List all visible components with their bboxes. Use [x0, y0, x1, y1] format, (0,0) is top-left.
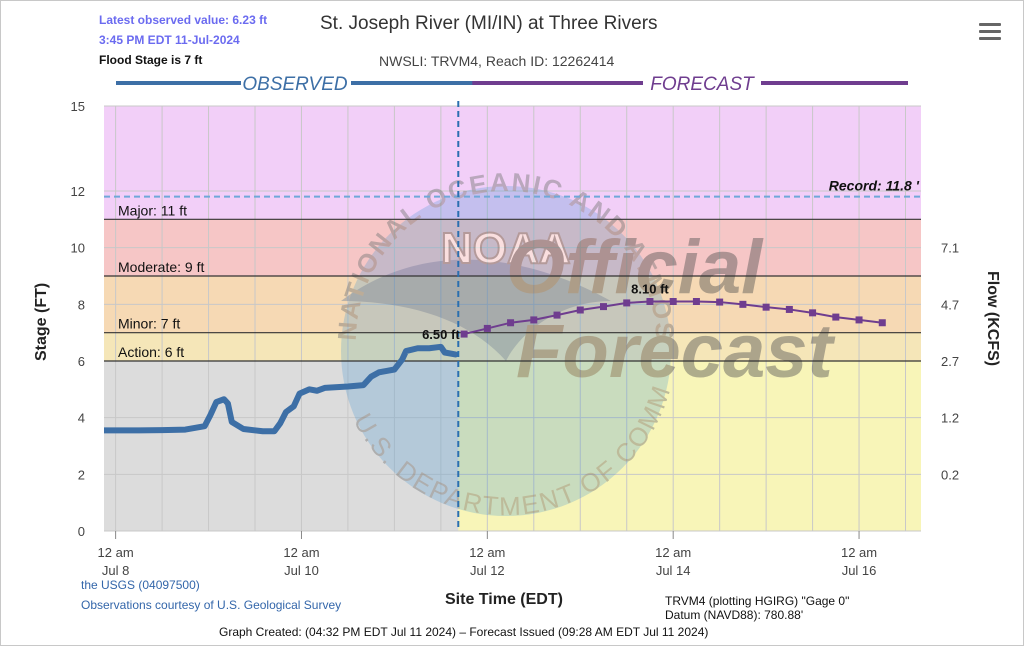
observed-header-label: OBSERVED [242, 74, 348, 95]
forecast-point [483, 324, 491, 332]
annotations: 6.50 ft 8.10 ft [422, 282, 669, 342]
observed-forecast-headers: OBSERVED FORECAST [116, 74, 908, 95]
datum-note: TRVM4 (plotting HGIRG) "Gage 0" Datum (N… [665, 594, 850, 622]
x-tick-date: Jul 14 [656, 563, 691, 578]
y2-axis-title: Flow (KCFS) [984, 271, 1001, 367]
observed-series-line [104, 343, 459, 435]
data-label: 8.10 ft [631, 282, 669, 297]
latest-observed-time: 3:45 PM EDT 11-Jul-2024 [99, 33, 240, 47]
y-tick-label: 6 [78, 354, 85, 369]
forecast-point [646, 298, 654, 305]
flood-stage-note: Flood Stage is 7 ft [99, 53, 203, 67]
y-tick-label: 2 [78, 467, 85, 482]
x-axis-title: Site Time (EDT) [445, 591, 563, 608]
chart-subtitle: NWSLI: TRVM4, Reach ID: 12262414 [379, 53, 615, 69]
series-layer [104, 298, 886, 435]
y-tick-label: 10 [71, 241, 85, 256]
chart-title: St. Joseph River (MI/IN) at Three Rivers [320, 13, 658, 34]
axes: 0 2 4 6 8 10 12 15 0.2 1.2 2.7 4.7 7.1 12 am Jul 8 12 a… [71, 99, 960, 578]
usgs-source-link[interactable]: the USGS (04097500) [81, 578, 200, 592]
x-tick-date: Jul 16 [842, 563, 877, 578]
x-tick-label: 12 am [98, 545, 134, 560]
watermark-noaa-logo: NOAA [441, 224, 571, 273]
x-tick-label: 12 am [841, 545, 877, 560]
forecast-point [460, 330, 468, 338]
y-tick-label: 4 [78, 411, 85, 426]
y2-tick-label: 2.7 [941, 354, 959, 369]
threshold-label-action: Action: 6 ft [118, 344, 184, 360]
menu-bar [979, 23, 1001, 26]
y-tick-label: 0 [78, 524, 85, 539]
threshold-label-minor: Minor: 7 ft [118, 316, 180, 332]
menu-bar [979, 30, 1001, 33]
y-tick-label: 12 [71, 184, 85, 199]
forecast-point [623, 299, 631, 307]
forecast-header-label: FORECAST [650, 74, 755, 95]
record-band [104, 106, 921, 220]
y2-tick-label: 0.2 [941, 467, 959, 482]
y-tick-label: 15 [71, 99, 85, 114]
threshold-label-major: Major: 11 ft [118, 202, 187, 218]
x-tick-date: Jul 12 [470, 563, 505, 578]
watermark-official: Official [506, 225, 764, 310]
forecast-point [832, 313, 840, 321]
x-tick-date: Jul 10 [284, 563, 319, 578]
forecast-point [785, 305, 793, 313]
forecast-point [599, 303, 607, 311]
forecast-point [878, 319, 886, 327]
y-axis-title: Stage (FT) [33, 282, 50, 361]
forecast-point [553, 311, 561, 319]
graph-created-note: Graph Created: (04:32 PM EDT Jul 11 2024… [219, 625, 709, 639]
menu-bar [979, 37, 1001, 40]
record-label: Record: 11.8 ' [829, 178, 920, 194]
watermark-forecast: Forecast [516, 309, 835, 394]
noaa-bird-icon [341, 259, 611, 361]
x-tick-label: 12 am [469, 545, 505, 560]
usgs-courtesy-link[interactable]: Observations courtesy of U.S. Geological… [81, 598, 342, 612]
x-tick-date: Jul 8 [102, 563, 129, 578]
y2-tick-label: 1.2 [941, 411, 959, 426]
hamburger-menu-icon[interactable] [979, 23, 1001, 41]
threshold-lines: Action: 6 ft Minor: 7 ft Moderate: 9 ft Maj… [104, 178, 921, 362]
forecast-point [855, 316, 863, 324]
forecast-point [739, 300, 747, 308]
x-tick-label: 12 am [655, 545, 691, 560]
hydrograph-chart: NATIONAL OCEANIC AND ATMOSPHERIC ADMINIS… [1, 1, 960, 578]
forecast-point [692, 298, 700, 305]
y2-tick-label: 4.7 [941, 297, 959, 312]
observed-normal-band [104, 361, 459, 531]
forecast-point [809, 309, 817, 317]
forecast-point [530, 316, 538, 324]
forecast-point [507, 319, 515, 327]
x-tick-label: 12 am [283, 545, 319, 560]
noaa-globe-icon [341, 186, 671, 516]
forecast-point [669, 298, 677, 305]
forecast-point [576, 306, 584, 314]
data-label: 6.50 ft [422, 327, 460, 342]
y2-tick-label: 7.1 [941, 241, 959, 256]
y-tick-label: 8 [78, 297, 85, 312]
latest-observed-value: Latest observed value: 6.23 ft [99, 13, 268, 27]
forecast-point [716, 298, 724, 306]
minor-band [104, 332, 921, 361]
threshold-label-moderate: Moderate: 9 ft [118, 259, 204, 275]
forecast-point [762, 303, 770, 311]
